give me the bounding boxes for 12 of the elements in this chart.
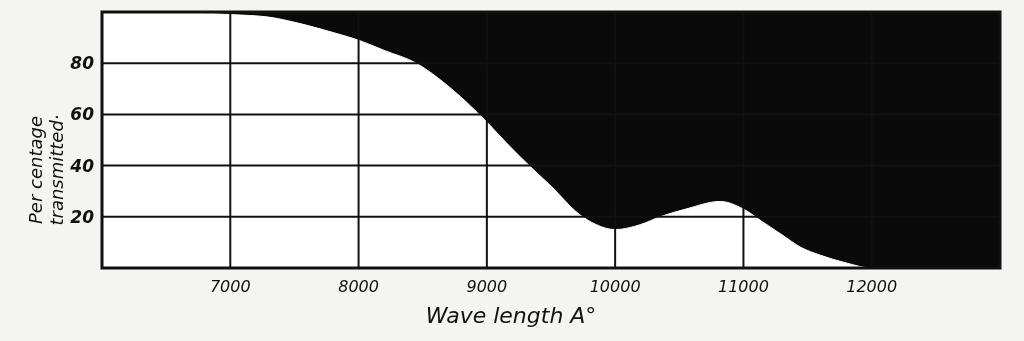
x-tick-label: 8000 [338,277,379,296]
y-tick-label: 20 [70,206,95,227]
y-tick-label: 80 [70,53,95,74]
y-axis-title: Per centage transmitted· [25,114,67,226]
x-tick-label: 10000 [589,277,641,296]
x-tick-label: 12000 [846,277,898,296]
x-axis-title: Wave length A° [425,303,597,328]
x-tick-label: 11000 [717,277,769,296]
x-tick-label: 7000 [209,277,251,296]
y-tick-label: 40 [69,155,95,176]
x-tick-label: 9000 [466,277,508,296]
y-tick-label: 60 [70,104,95,125]
